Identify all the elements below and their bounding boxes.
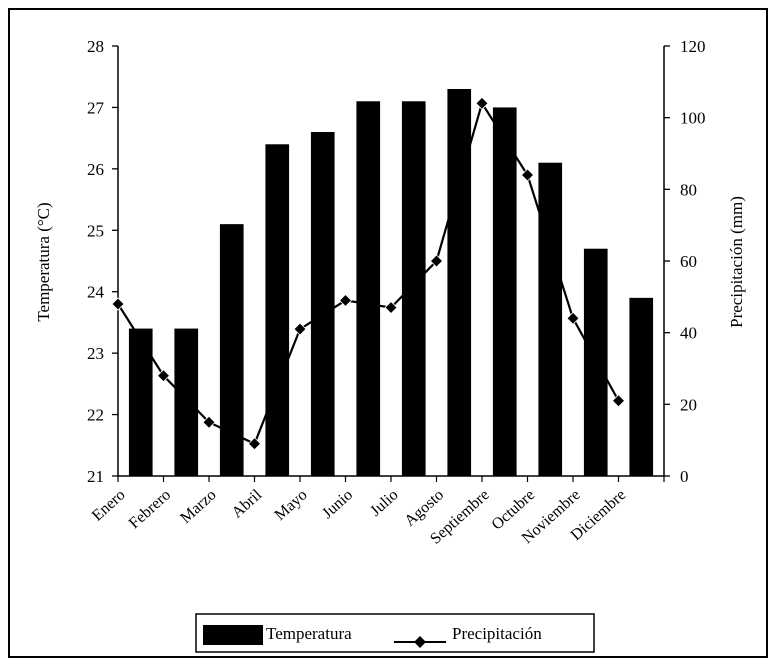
right-tick-label: 80 (680, 180, 697, 199)
precipitation-point (338, 293, 353, 307)
right-tick-label: 0 (680, 467, 689, 486)
x-tick-label: Enero (89, 486, 129, 524)
left-tick-label: 27 (87, 98, 105, 117)
precipitation-point (156, 369, 171, 383)
left-tick-label: 26 (87, 160, 104, 179)
temperature-bar (538, 162, 563, 476)
y-axis-right-title: Precipitación (mm) (727, 196, 746, 328)
precipitation-point (429, 254, 444, 268)
x-tick-label: Mayo (272, 486, 311, 524)
temperature-bar (128, 328, 153, 476)
y-axis-left-title: Temperatura (°C) (34, 202, 53, 321)
temperature-bar (174, 328, 199, 476)
left-tick-label: 25 (87, 221, 104, 240)
left-tick-label: 22 (87, 406, 104, 425)
precipitation-point (520, 168, 535, 182)
legend-label-precipitacion: Precipitación (452, 624, 542, 643)
left-tick-label: 28 (87, 37, 104, 56)
x-tick-label: Junio (319, 486, 356, 522)
temperature-bar (401, 101, 426, 477)
left-tick-label: 24 (87, 283, 105, 302)
right-tick-label: 40 (680, 324, 697, 343)
left-tick-label: 21 (87, 467, 104, 486)
left-tick-label: 23 (87, 344, 104, 363)
right-tick-label: 60 (680, 252, 697, 271)
temperature-bar (629, 297, 654, 476)
legend-marker-precipitacion (414, 636, 426, 648)
legend-label-temperatura: Temperatura (266, 624, 352, 643)
temperature-bar (583, 248, 608, 476)
precipitation-point (111, 297, 125, 311)
x-tick-label: Abril (229, 486, 266, 522)
precipitation-point (475, 96, 489, 110)
precipitation-line (117, 100, 620, 446)
temperature-bar (447, 89, 472, 476)
precipitation-point (611, 394, 626, 408)
precipitation-point (247, 437, 262, 451)
precipitation-point (293, 322, 307, 336)
precipitation-point (202, 415, 216, 429)
temperature-bar (265, 144, 290, 477)
temperature-bar (219, 224, 244, 476)
precipitation-point (384, 301, 398, 315)
right-tick-label: 100 (680, 109, 706, 128)
x-tick-label: Febrero (126, 486, 174, 532)
temperature-bar (492, 107, 517, 476)
right-tick-label: 20 (680, 395, 697, 414)
legend-swatch-temperatura (203, 625, 263, 645)
temperature-bar (310, 132, 335, 476)
right-tick-label: 120 (680, 37, 706, 56)
precipitation-point (566, 311, 580, 325)
temperature-bar (356, 101, 381, 477)
x-tick-label: Julio (367, 486, 402, 519)
x-tick-label: Marzo (177, 486, 219, 527)
